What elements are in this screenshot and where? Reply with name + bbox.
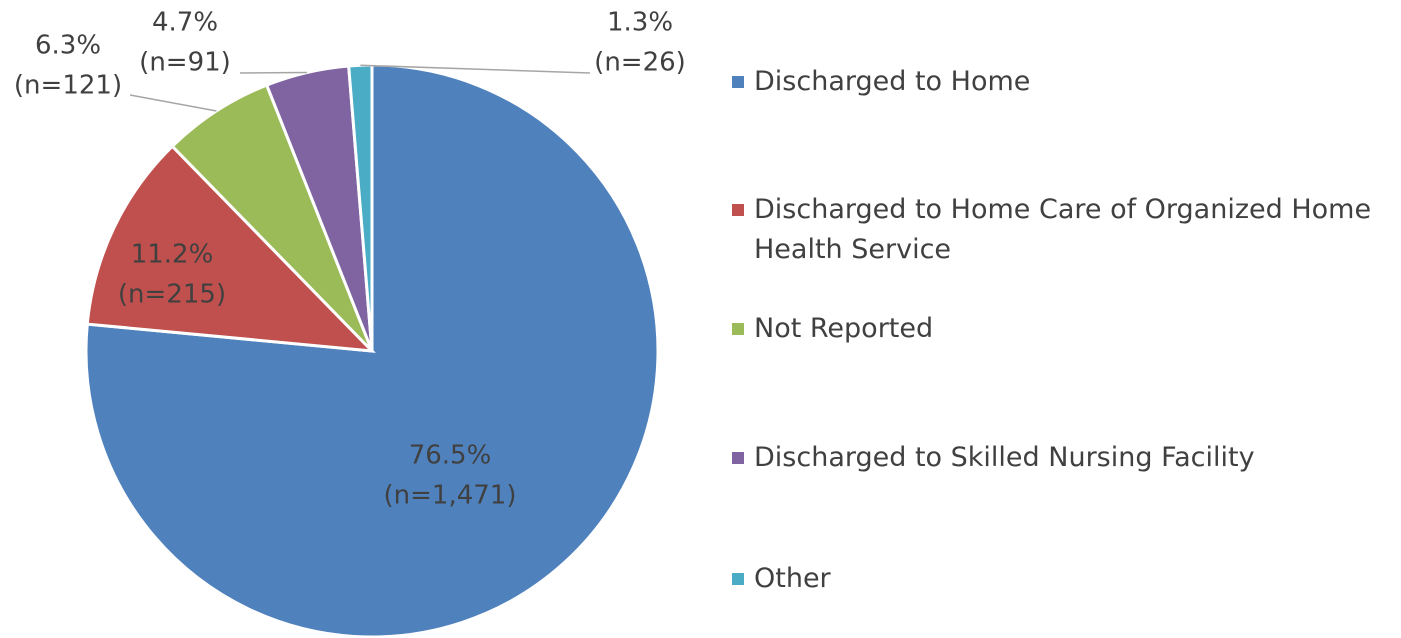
leader-line [129,94,217,112]
legend-item: Not Reported [728,309,1401,349]
legend-swatch [732,323,744,335]
count-label: (n=121) [14,71,122,101]
legend-swatch [732,76,744,88]
legend-label: Discharged to Home Care of Organized Hom… [754,194,1372,265]
legend-swatch [732,573,744,585]
count-label: (n=26) [594,48,686,78]
leader-line [239,71,307,74]
count-label: (n=1,471) [384,481,517,511]
legend-item: Discharged to Home [728,62,1401,102]
data-label: 11.2% [131,240,214,270]
data-label: 76.5% [409,441,492,471]
legend-label: Discharged to Home [754,66,1031,97]
legend-item: Discharged to Home Care of Organized Hom… [728,190,1401,270]
legend-item: Discharged to Skilled Nursing Facility [728,438,1401,478]
legend-label: Not Reported [754,313,934,344]
legend-swatch [732,204,744,216]
legend-swatch [732,452,744,464]
data-label: 1.3% [607,8,673,38]
legend-label: Discharged to Skilled Nursing Facility [754,442,1255,473]
leader-line [360,64,591,74]
legend-item: Other [728,559,1401,599]
count-label: (n=215) [118,280,226,310]
data-label: 6.3% [35,31,101,61]
legend-label: Other [754,563,831,594]
data-label: 4.7% [152,8,218,38]
pie-slice [170,83,374,353]
count-label: (n=91) [139,48,231,78]
pie-slice [85,144,376,353]
